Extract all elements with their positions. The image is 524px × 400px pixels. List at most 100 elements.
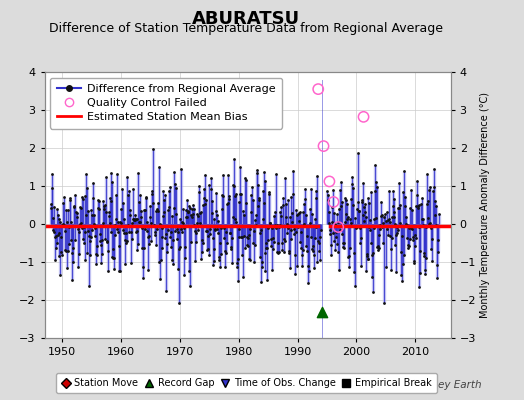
Point <box>218 192 226 198</box>
Point <box>47 201 55 208</box>
Point <box>84 228 93 234</box>
Point <box>223 240 231 246</box>
Point <box>244 234 252 241</box>
Point <box>136 192 145 198</box>
Point <box>308 211 316 218</box>
Point <box>345 264 354 270</box>
Point <box>187 238 195 245</box>
Point <box>269 234 277 241</box>
Point <box>116 267 125 274</box>
Point <box>255 197 263 204</box>
Point <box>293 212 302 218</box>
Point <box>289 168 297 174</box>
Point <box>293 224 302 230</box>
Legend: Difference from Regional Average, Quality Control Failed, Estimated Station Mean: Difference from Regional Average, Qualit… <box>50 78 282 129</box>
Point <box>180 224 188 231</box>
Point <box>231 216 239 222</box>
Point <box>109 255 117 261</box>
Point <box>344 214 352 220</box>
Point <box>74 264 82 270</box>
Point <box>352 224 361 231</box>
Point <box>314 238 322 244</box>
Point <box>375 232 384 238</box>
Point <box>237 191 245 198</box>
Point <box>247 184 256 190</box>
Point <box>62 207 70 214</box>
Point <box>248 240 257 246</box>
Point <box>157 223 165 229</box>
Point <box>395 205 403 211</box>
Point <box>133 216 141 222</box>
Point <box>80 240 88 247</box>
Point <box>429 188 437 195</box>
Point <box>265 188 273 195</box>
Point <box>51 234 59 240</box>
Point <box>68 250 76 256</box>
Point <box>304 280 312 286</box>
Point <box>140 207 149 213</box>
Point <box>86 252 94 258</box>
Point <box>138 225 146 232</box>
Point <box>68 277 77 283</box>
Point <box>287 236 295 242</box>
Point <box>403 245 412 252</box>
Point <box>168 257 176 263</box>
Point <box>119 216 128 223</box>
Point <box>96 241 105 248</box>
Point <box>429 223 438 230</box>
Point <box>192 238 201 245</box>
Point <box>394 204 402 211</box>
Point <box>249 197 257 203</box>
Point <box>281 201 290 208</box>
Point <box>365 200 373 206</box>
Point <box>378 224 386 230</box>
Point <box>57 249 65 255</box>
Point <box>334 267 343 273</box>
Point <box>234 234 243 240</box>
Point <box>355 208 363 214</box>
Point <box>93 243 101 250</box>
Point <box>313 259 322 265</box>
Point <box>408 226 417 232</box>
Point <box>186 283 194 289</box>
Point <box>315 240 324 246</box>
Point <box>188 205 196 212</box>
Point <box>60 222 69 228</box>
Point <box>220 225 228 232</box>
Point <box>92 261 100 268</box>
Point <box>414 203 422 209</box>
Point <box>386 267 395 273</box>
Point <box>231 193 239 199</box>
Point <box>179 206 187 212</box>
Point <box>301 186 309 192</box>
Point <box>334 224 342 230</box>
Point <box>381 211 389 217</box>
Point <box>210 216 219 223</box>
Point <box>205 231 214 237</box>
Point <box>105 208 113 215</box>
Point <box>324 209 333 216</box>
Point <box>358 197 366 203</box>
Point <box>369 289 378 295</box>
Point <box>161 192 170 198</box>
Point <box>85 233 93 239</box>
Point <box>70 204 79 210</box>
Point <box>178 220 187 226</box>
Point <box>345 253 353 259</box>
Point <box>157 234 166 241</box>
Point <box>113 225 122 232</box>
Point <box>272 222 281 228</box>
Point <box>306 220 314 226</box>
Point <box>155 221 163 227</box>
Point <box>407 225 415 231</box>
Point <box>390 213 399 220</box>
Point <box>348 174 356 181</box>
Point <box>83 250 91 256</box>
Point <box>420 250 428 256</box>
Point <box>48 171 57 177</box>
Point <box>249 228 258 234</box>
Point <box>143 219 151 226</box>
Point <box>88 227 96 233</box>
Point <box>285 247 293 254</box>
Point <box>56 218 64 225</box>
